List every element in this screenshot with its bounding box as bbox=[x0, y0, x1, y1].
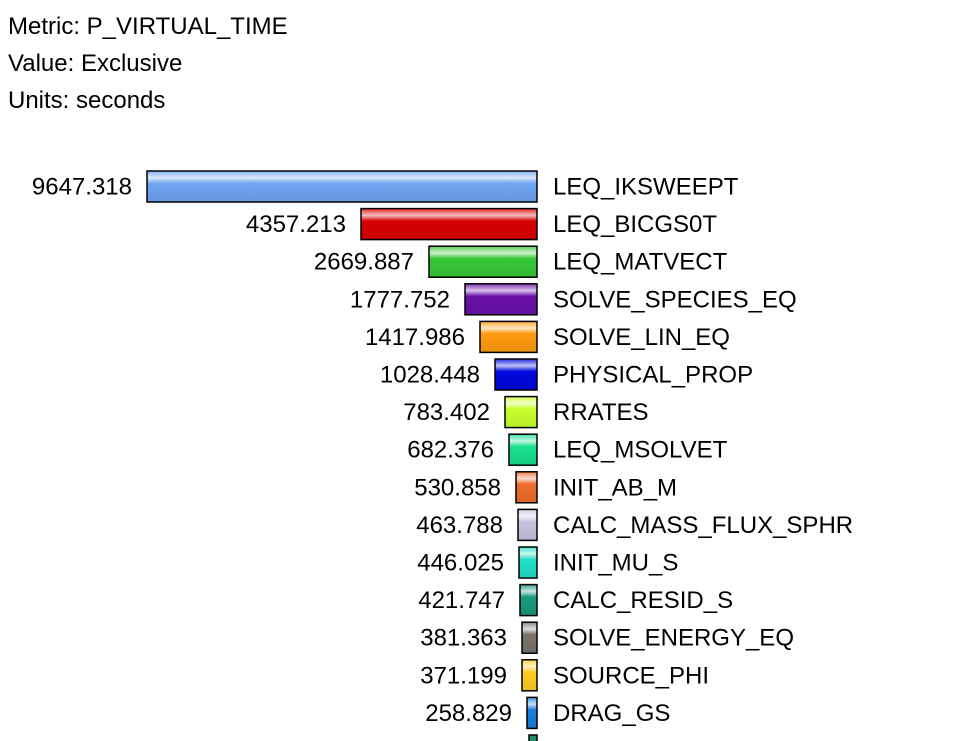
bar-solve-energy-eq[interactable] bbox=[521, 621, 538, 654]
value-label: 258.829 bbox=[425, 700, 512, 727]
value-label: 463.788 bbox=[416, 512, 503, 539]
category-label: LEQ_MATVECT bbox=[553, 249, 728, 276]
bar-solve-species-eq[interactable] bbox=[464, 283, 538, 316]
value-label: 783.402 bbox=[403, 399, 490, 426]
units-label: Units: seconds bbox=[8, 87, 166, 114]
value-label: 9647.318 bbox=[32, 174, 132, 201]
value-label: 421.747 bbox=[418, 587, 505, 614]
value-label: 530.858 bbox=[414, 474, 501, 501]
category-label: INIT_AB_M bbox=[553, 474, 677, 501]
value-label: 446.025 bbox=[417, 550, 504, 577]
bar-drag-gs[interactable] bbox=[526, 696, 538, 730]
category-label: RRATES bbox=[553, 399, 649, 426]
value-label: 381.363 bbox=[420, 625, 507, 652]
value-label: 1417.986 bbox=[365, 324, 465, 351]
bar-leq-msolvet[interactable] bbox=[508, 433, 538, 466]
value-label: 4357.213 bbox=[246, 211, 346, 238]
metric-label: Metric: P_VIRTUAL_TIME bbox=[8, 13, 288, 40]
category-label: SOLVE_ENERGY_EQ bbox=[553, 625, 794, 652]
category-label: SOLVE_SPECIES_EQ bbox=[553, 286, 797, 313]
bar-init-mu-s[interactable] bbox=[518, 546, 538, 579]
bar-leq-bicgs0t[interactable] bbox=[360, 207, 538, 241]
category-label: CALC_MASS_FLUX_SPHR bbox=[553, 512, 853, 539]
bar-rrates[interactable] bbox=[504, 395, 538, 429]
value-label: 371.199 bbox=[420, 662, 507, 689]
value-label: 2669.887 bbox=[314, 249, 414, 276]
bar-physical-prop[interactable] bbox=[494, 358, 538, 391]
bar-leq-iksweept[interactable] bbox=[146, 170, 538, 203]
category-label: PHYSICAL_PROP bbox=[553, 362, 753, 389]
category-label: CALC_RESID_S bbox=[553, 587, 733, 614]
category-label: SOURCE_PHI bbox=[553, 662, 709, 689]
value-label: 1028.448 bbox=[380, 362, 480, 389]
category-label: SOLVE_LIN_EQ bbox=[553, 324, 730, 351]
bar-init-ab-m[interactable] bbox=[515, 471, 538, 504]
bar-source-phi[interactable] bbox=[521, 659, 538, 692]
category-label: INIT_MU_S bbox=[553, 550, 678, 577]
category-label: DRAG_GS bbox=[553, 700, 670, 727]
value-type-label: Value: Exclusive bbox=[8, 50, 183, 77]
category-label: LEQ_BICGS0T bbox=[553, 211, 717, 238]
chart-header: Metric: P_VIRTUAL_TIME Value: Exclusive … bbox=[8, 8, 288, 119]
bar-calc-resid-s[interactable] bbox=[519, 583, 538, 617]
category-label: LEQ_IKSWEEPT bbox=[553, 174, 739, 201]
bar-leq-matvect[interactable] bbox=[428, 245, 538, 278]
bars-layer: 9647.318 LEQ_IKSWEEPT 4357.213 LEQ_BICGS0T 2… bbox=[32, 170, 853, 741]
value-label: 682.376 bbox=[407, 437, 494, 464]
bar-cutoff bbox=[528, 734, 538, 741]
category-label: LEQ_MSOLVET bbox=[553, 437, 728, 464]
value-label: 1777.752 bbox=[350, 286, 450, 313]
bar-calc-mass-flux-sphr[interactable] bbox=[517, 508, 538, 542]
bar-solve-lin-eq[interactable] bbox=[479, 320, 538, 354]
